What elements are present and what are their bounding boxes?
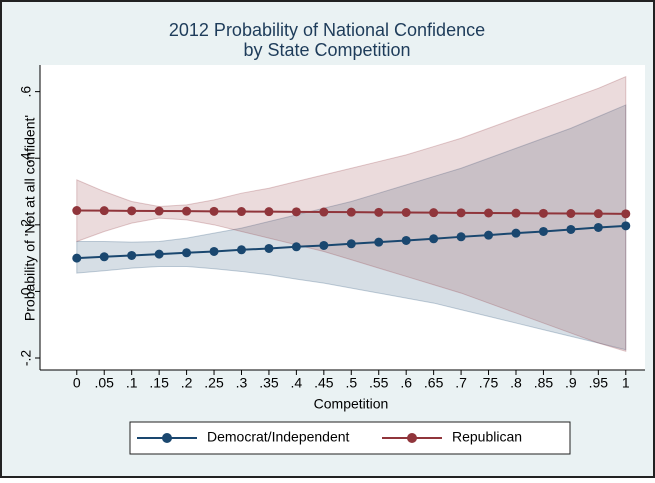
x-tick-label: .3	[236, 375, 248, 391]
point	[511, 208, 521, 218]
point	[511, 228, 521, 238]
x-tick-label: .4	[291, 375, 303, 391]
point	[319, 207, 329, 217]
x-tick-label: .9	[565, 375, 577, 391]
point	[456, 208, 466, 218]
point	[154, 249, 164, 259]
point	[99, 252, 109, 262]
point	[209, 206, 219, 216]
point	[209, 246, 219, 256]
point	[236, 245, 246, 255]
x-tick-label: .8	[510, 375, 522, 391]
point	[154, 206, 164, 216]
point	[346, 239, 356, 249]
x-tick-label: .2	[181, 375, 193, 391]
y-tick-label: .6	[18, 86, 34, 98]
x-tick-label: .15	[149, 375, 169, 391]
legend	[129, 421, 571, 455]
x-tick-label: .95	[589, 375, 609, 391]
legend-marker	[162, 433, 172, 443]
point	[236, 207, 246, 217]
point	[374, 207, 384, 217]
point	[621, 209, 631, 219]
chart-title: by State Competition	[243, 40, 410, 60]
point	[429, 234, 439, 244]
point	[456, 232, 466, 242]
point	[484, 230, 494, 240]
point	[127, 206, 137, 216]
point	[621, 221, 631, 231]
point	[346, 207, 356, 217]
x-tick-label: .85	[534, 375, 554, 391]
point	[182, 206, 192, 216]
chart-title: 2012 Probability of National Confidence	[169, 20, 485, 40]
x-tick-label: .35	[259, 375, 279, 391]
x-tick-label: .1	[126, 375, 138, 391]
x-tick-label: .5	[345, 375, 357, 391]
point	[566, 209, 576, 219]
x-tick-label: 0	[73, 375, 81, 391]
legend-label: Republican	[452, 429, 522, 445]
y-tick-label: .2	[18, 219, 34, 231]
point	[401, 208, 411, 218]
x-tick-label: .25	[204, 375, 224, 391]
point	[401, 235, 411, 245]
x-tick-label: .45	[314, 375, 334, 391]
x-tick-label: .65	[424, 375, 444, 391]
y-tick-label: -.2	[18, 350, 34, 367]
point	[99, 206, 109, 216]
point	[484, 208, 494, 218]
point	[264, 243, 274, 253]
y-tick-label: 0	[18, 287, 34, 295]
point	[291, 207, 301, 217]
point	[264, 207, 274, 217]
point	[291, 242, 301, 252]
legend-label: Democrat/Independent	[207, 429, 350, 445]
point	[374, 237, 384, 247]
x-tick-label: .75	[479, 375, 499, 391]
confidence-band	[76, 104, 627, 351]
point	[566, 224, 576, 234]
point	[538, 208, 548, 218]
x-tick-label: .05	[94, 375, 114, 391]
legend-marker	[407, 433, 417, 443]
x-axis-label: Competition	[314, 396, 389, 412]
point	[593, 222, 603, 232]
point	[538, 226, 548, 236]
y-axis-label: Probability of 'Not at all confident'	[22, 115, 38, 321]
y-tick-label: .4	[18, 152, 34, 164]
point	[72, 253, 82, 263]
x-tick-label: .55	[369, 375, 389, 391]
point	[429, 208, 439, 218]
point	[182, 248, 192, 258]
point	[319, 240, 329, 250]
point	[72, 206, 82, 216]
x-tick-label: .7	[455, 375, 467, 391]
x-tick-label: .6	[400, 375, 412, 391]
x-tick-label: 1	[622, 375, 630, 391]
point	[127, 250, 137, 260]
point	[593, 209, 603, 219]
